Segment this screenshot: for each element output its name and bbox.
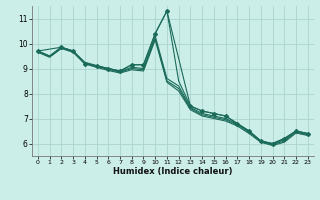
X-axis label: Humidex (Indice chaleur): Humidex (Indice chaleur) [113, 167, 233, 176]
